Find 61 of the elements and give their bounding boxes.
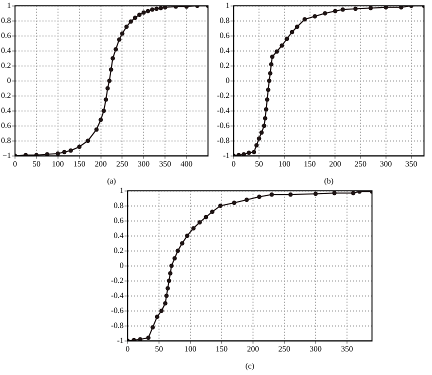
y-tick-label: 0.4 <box>220 46 230 55</box>
y-tick-label: 0.6 <box>114 216 124 225</box>
y-tick-label: -0.6 <box>216 120 230 130</box>
x-tick-label: 150 <box>216 344 228 354</box>
y-tick-label: -0.2 <box>216 90 230 100</box>
x-tick-label: 350 <box>405 160 418 169</box>
x-axis-title: (b) <box>324 176 334 186</box>
y-tick-label: 0.4 <box>114 230 124 240</box>
x-tick-label: 50 <box>255 160 264 169</box>
x-tick-label: 250 <box>116 160 128 169</box>
y-tick-label: 0.4 <box>1 46 11 55</box>
y-tick-label: 0.6 <box>1 30 11 40</box>
x-tick-label: 50 <box>32 160 40 169</box>
y-tick-label: 0 <box>120 260 124 270</box>
y-tick-label: 0 <box>226 76 230 85</box>
x-tick-label: 0 <box>232 160 236 169</box>
y-tick-label: 0 <box>7 76 11 85</box>
y-tick-label: -0.4 <box>216 106 230 115</box>
y-tick-label: −1 <box>2 150 11 160</box>
y-tick-label: 0.2 <box>114 246 124 255</box>
x-tick-label: 250 <box>354 160 367 169</box>
y-tick-label: -0.8 <box>110 320 124 330</box>
x-tick-label: 300 <box>310 344 322 354</box>
x-tick-label: 150 <box>73 160 86 169</box>
x-axis-title: (c) <box>245 361 255 370</box>
x-tick-label: 0 <box>126 344 130 354</box>
y-tick-label: 0.6 <box>220 30 230 40</box>
y-tick-label: 1 <box>120 186 124 195</box>
x-tick-label: 350 <box>159 160 172 169</box>
x-tick-label: 200 <box>329 160 342 169</box>
x-tick-label: 400 <box>180 160 193 169</box>
x-tick-label: 200 <box>94 160 107 169</box>
x-tick-label: 50 <box>154 344 163 354</box>
x-tick-label: 300 <box>380 160 392 169</box>
y-tick-label: -0.2 <box>110 276 124 285</box>
x-tick-label: 200 <box>246 344 259 354</box>
x-tick-label: 100 <box>184 344 196 354</box>
x-tick-label: 150 <box>304 160 316 169</box>
y-tick-label: -1 <box>222 150 230 160</box>
x-tick-label: 100 <box>278 160 290 169</box>
x-tick-label: 350 <box>340 344 353 354</box>
y-tick-label: 0.6 <box>1 120 11 130</box>
x-tick-label: 250 <box>278 344 290 354</box>
x-axis-title: (a) <box>107 176 116 186</box>
y-tick-label: 1 <box>226 0 230 10</box>
y-tick-label: -0.4 <box>110 290 124 300</box>
y-tick-label: 0.4 <box>1 106 11 115</box>
y-tick-label: 0.2 <box>220 60 230 70</box>
y-tick-label: 0.8 <box>220 16 230 25</box>
y-tick-label: 0.2 <box>1 90 11 100</box>
y-tick-label: -0.8 <box>216 136 230 145</box>
y-tick-label: 0.8 <box>1 16 11 25</box>
y-tick-label: 0.2 <box>1 60 11 70</box>
y-tick-label: 1 <box>7 0 11 10</box>
x-tick-label: 300 <box>138 160 150 169</box>
y-tick-label: 0.8 <box>1 136 11 145</box>
y-tick-label: 0.8 <box>114 200 124 210</box>
y-tick-label: -0.6 <box>110 306 124 315</box>
y-tick-label: -1 <box>116 336 124 345</box>
x-tick-label: 0 <box>13 160 17 169</box>
x-tick-label: 100 <box>52 160 64 169</box>
